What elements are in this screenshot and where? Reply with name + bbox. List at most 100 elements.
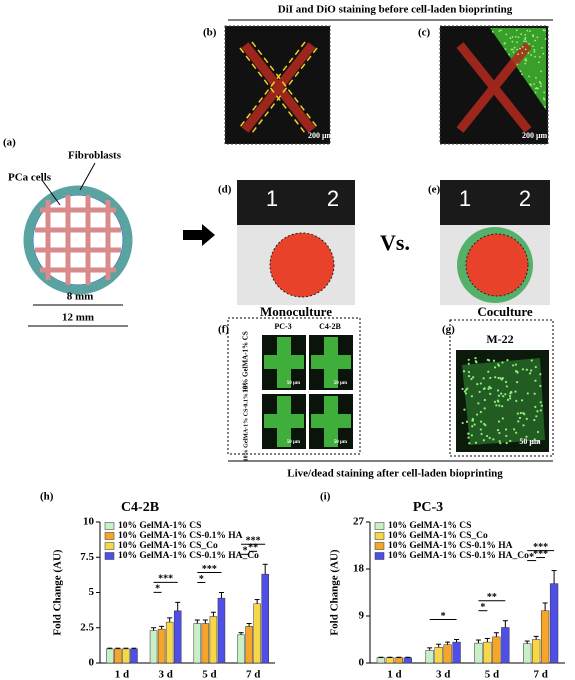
cell-dot (512, 364, 515, 367)
cell-dot (474, 360, 477, 363)
y-tick-label: 0 (89, 657, 95, 669)
cell-dot (508, 394, 512, 398)
scale-label: 50 μm (287, 381, 301, 386)
bar (193, 623, 202, 664)
y-tick-label: 2.5 (80, 621, 94, 633)
cell-dot (497, 394, 501, 397)
cell-dot (498, 440, 501, 443)
cell-dot (472, 376, 475, 379)
cell-dot (537, 440, 541, 443)
x-scaffold (241, 42, 316, 133)
cell-dot (532, 45, 534, 48)
bar (261, 573, 269, 664)
cell-dot (502, 395, 505, 398)
cell-dot (543, 91, 546, 94)
cell-dot (539, 55, 541, 58)
cell-dot (464, 392, 468, 395)
bar (122, 648, 130, 664)
x-tick-label: 7 d (246, 669, 260, 680)
cell-dot (514, 363, 518, 366)
cell-dot (489, 392, 492, 395)
cell-dot (537, 61, 540, 64)
cell-dot (478, 390, 481, 393)
cell-dot (533, 418, 536, 422)
cell-dot (524, 34, 527, 36)
panel-label: (i) (320, 491, 331, 503)
pointer (41, 179, 61, 206)
cell-dot (504, 393, 507, 396)
cell-dot (468, 442, 471, 445)
cell-dot (470, 395, 474, 398)
cell-dot (522, 424, 525, 427)
y-tick-label: 10 (83, 516, 95, 528)
bar (245, 626, 253, 664)
cell-dot (534, 91, 537, 94)
cell-dot (498, 404, 501, 407)
cell-dot (505, 442, 508, 445)
cell-dot (467, 362, 470, 365)
panel-label: (g) (442, 324, 455, 336)
cell-dot (542, 52, 545, 55)
cell-dot (467, 436, 470, 439)
cell-dot (501, 405, 504, 408)
bar (452, 641, 461, 664)
ruler (237, 180, 355, 225)
cell-dot (467, 358, 470, 361)
scaffold (269, 232, 335, 298)
legend-label: 10% GelMA-1% CS (388, 521, 471, 531)
sig-label: *** (533, 542, 548, 553)
legend-swatch (104, 532, 115, 540)
y-axis-label: Fold Change (AU) (52, 549, 64, 636)
cell-dot (521, 45, 524, 48)
cross-arm (264, 414, 304, 428)
g-title: M-22 (486, 332, 513, 346)
x-tick-label: 5 d (202, 669, 216, 680)
bar (165, 621, 174, 664)
bar (106, 648, 114, 664)
outline (239, 41, 318, 134)
cell-dot (530, 369, 533, 372)
cell-dot (479, 428, 482, 431)
cell-dot (530, 84, 533, 86)
dim-label: 8 mm (67, 291, 94, 303)
sig-label: *** (202, 564, 217, 575)
legend-label: 10% GelMA-1% CS-0.1% HA_Co (118, 551, 259, 561)
green-region (490, 28, 546, 110)
panel-label: (e) (428, 184, 441, 196)
cell-dot (531, 440, 534, 443)
panel-label: (a) (3, 137, 16, 149)
label: Monoculture (260, 304, 332, 319)
ruler-number: 1 (266, 186, 278, 211)
cell-dot (521, 52, 524, 54)
bar (501, 627, 510, 664)
cell-dot (543, 29, 546, 32)
cell-dot (516, 41, 518, 44)
bottom-caption: Live/dead staining after cell-laden biop… (287, 468, 503, 480)
cell-dot (534, 379, 537, 382)
cell-dot (525, 58, 527, 60)
cell-dot (493, 366, 497, 369)
cell-dot (540, 70, 543, 73)
cell-dot (467, 375, 471, 378)
cell-dot (510, 48, 513, 51)
cell-dot (524, 48, 527, 51)
cell-dot (471, 425, 474, 428)
sig-label: * (155, 584, 160, 595)
scale-label: 200 μm (522, 131, 548, 140)
row-label: 10% GelMA-1% CS (242, 331, 250, 393)
cross-arm (311, 355, 351, 369)
cell-dot (489, 376, 492, 380)
cell-dot (505, 434, 508, 438)
cell-dot (462, 370, 466, 373)
cell-dot (485, 434, 489, 438)
panel-label: (d) (218, 184, 232, 196)
col-label: C4-2B (319, 322, 341, 331)
dim-label: 12 mm (62, 312, 94, 324)
bar (385, 657, 395, 664)
sig-label: *** (246, 536, 261, 547)
cell-dot (509, 397, 512, 400)
y-tick-label: 9 (359, 610, 365, 622)
label: Coculture (477, 304, 533, 319)
cell-dot (515, 431, 518, 434)
